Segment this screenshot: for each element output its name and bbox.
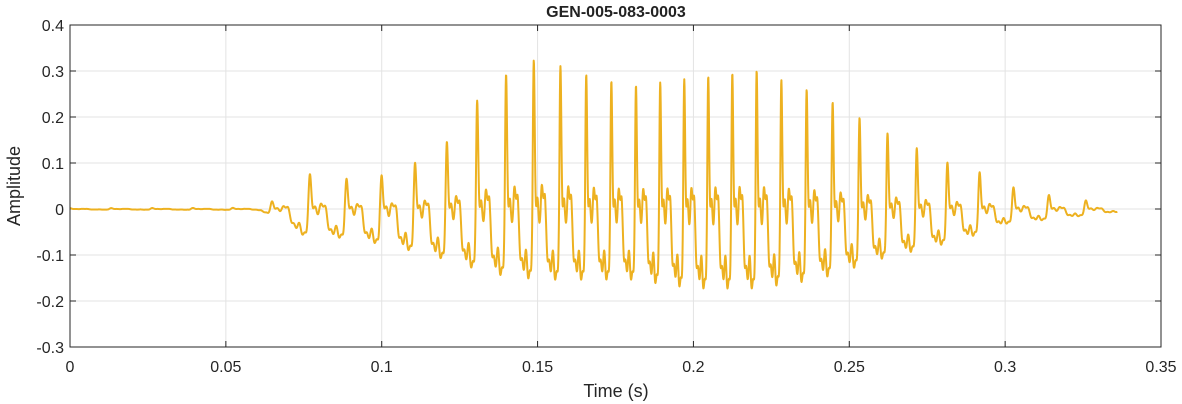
- y-tick-label: 0.3: [42, 64, 64, 81]
- x-tick-label: 0.3: [994, 359, 1016, 376]
- x-tick-label: 0.2: [682, 359, 704, 376]
- y-tick-label: 0: [55, 202, 64, 219]
- x-tick-label: 0.25: [834, 359, 865, 376]
- x-tick-label: 0: [66, 359, 75, 376]
- grid-lines: [70, 25, 1161, 347]
- y-axis-label: Amplitude: [4, 146, 24, 226]
- y-tick-labels: -0.3 -0.2 -0.1 0 0.1 0.2 0.3 0.4: [36, 18, 64, 357]
- waveform-line: [69, 59, 1119, 290]
- x-tick-label: 0.15: [522, 359, 553, 376]
- y-tick-label: 0.2: [42, 110, 64, 127]
- x-axis-label: Time (s): [583, 381, 648, 401]
- chart-title: GEN-005-083-0003: [546, 4, 686, 21]
- y-tick-label: 0.4: [42, 18, 64, 35]
- plot-series: [69, 59, 1119, 290]
- x-tick-label: 0.1: [371, 359, 393, 376]
- x-tick-label: 0.05: [210, 359, 241, 376]
- axes-box: [69, 24, 1162, 348]
- y-tick-label: -0.3: [36, 340, 64, 357]
- y-tick-label: -0.2: [36, 294, 64, 311]
- tick-marks: [69, 24, 1162, 348]
- x-tick-labels: 0 0.05 0.1 0.15 0.2 0.25 0.3 0.35: [66, 359, 1177, 376]
- y-tick-label: -0.1: [36, 248, 64, 265]
- x-tick-label: 0.35: [1145, 359, 1176, 376]
- y-tick-label: 0.1: [42, 156, 64, 173]
